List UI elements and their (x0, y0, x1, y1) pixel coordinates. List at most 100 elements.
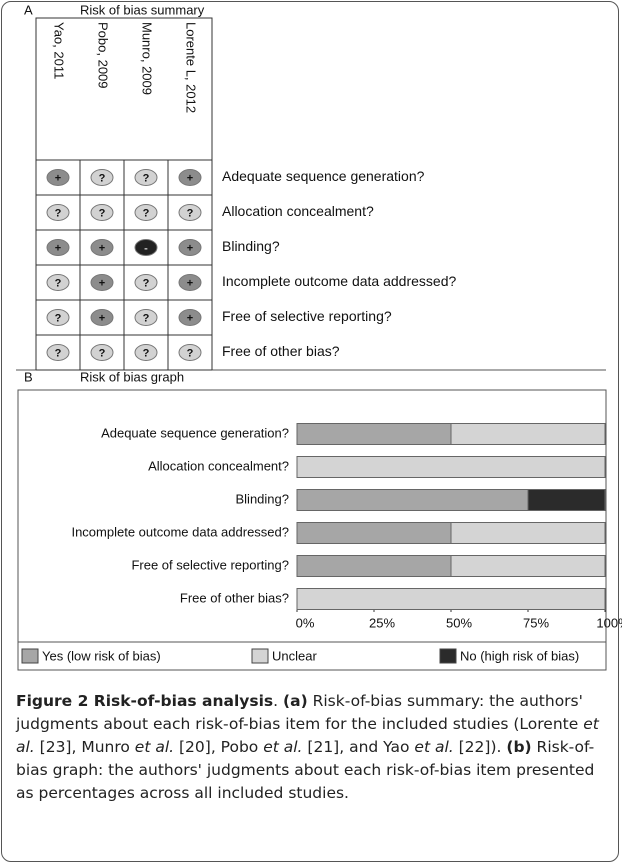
judgment-label: + (99, 242, 105, 254)
x-tick-label: 50% (446, 615, 472, 630)
item-label: Incomplete outcome data addressed? (222, 273, 456, 289)
caption-run: Risk-of-bias summary: the authors' judgm… (16, 692, 584, 733)
y-tick-label: Allocation concealment? (148, 458, 289, 473)
study-label: Lorente L, 2012 (184, 22, 199, 113)
caption-run: Figure 2 Risk-of-bias analysis (16, 692, 274, 710)
judgment-label: + (187, 312, 193, 324)
judgment-symbol (46, 239, 70, 256)
judgment-label: ? (143, 312, 150, 324)
y-tick-label: Free of other bias? (180, 590, 289, 605)
x-tick-label: 100% (596, 615, 622, 630)
caption-run: Risk-of-bias graph: the authors' judgmen… (16, 738, 595, 802)
judgment-label: ? (143, 347, 150, 359)
judgment-symbol (134, 169, 158, 186)
judgment-label: ? (99, 207, 106, 219)
bar-segment (296, 456, 606, 478)
bar-segment (527, 489, 606, 511)
chart-box (17, 389, 607, 671)
judgment-label: ? (187, 347, 194, 359)
judgment-symbol (90, 309, 114, 326)
item-label: Free of selective reporting? (222, 308, 392, 324)
judgment-label: + (187, 277, 193, 289)
y-tick-label: Blinding? (236, 491, 290, 506)
item-label: Free of other bias? (222, 343, 340, 359)
bar-segment (450, 555, 606, 577)
study-label: Munro, 2009 (140, 22, 155, 95)
judgment-symbol (178, 204, 202, 221)
item-label: Adequate sequence generation? (222, 168, 425, 184)
legend-label: No (high risk of bias) (460, 648, 579, 663)
y-tick-label: Free of selective reporting? (131, 557, 289, 572)
judgment-symbol (134, 204, 158, 221)
judgment-symbol (46, 344, 70, 361)
figure: A Risk of bias summary B Risk of bias gr… (16, 2, 622, 671)
judgment-label: ? (143, 207, 150, 219)
judgment-symbol (178, 309, 202, 326)
caption-run: (a) (283, 692, 308, 710)
x-tick-label: 0% (296, 615, 315, 630)
caption-run: et al. (414, 738, 454, 756)
study-label: Yao, 2011 (52, 22, 67, 79)
panel-title: Risk of bias graph (80, 369, 184, 384)
caption-run: . (273, 692, 284, 710)
item-label: Allocation concealment? (222, 203, 374, 219)
judgment-symbol (134, 274, 158, 291)
bar-segment (296, 588, 606, 610)
judgment-symbol (178, 344, 202, 361)
caption-run: [22]). (453, 738, 507, 756)
caption-run: et al. (16, 715, 599, 756)
judgment-symbol (46, 204, 70, 221)
bar-segment (296, 522, 452, 544)
judgment-label: ? (187, 207, 194, 219)
y-tick-label: Incomplete outcome data addressed? (71, 524, 289, 539)
caption-run: et al. (263, 738, 303, 756)
judgment-label: + (187, 242, 193, 254)
judgment-label: ? (55, 312, 62, 324)
judgment-symbol (90, 169, 114, 186)
panel-letter: A (24, 2, 33, 17)
judgment-label: ? (55, 207, 62, 219)
judgment-symbol (90, 204, 114, 221)
caption-run: et al. (134, 738, 175, 756)
legend-swatch (251, 648, 269, 664)
figure-caption: Figure 2 Risk-of-bias analysis. (a) Risk… (16, 690, 612, 805)
y-tick-label: Adequate sequence generation? (101, 425, 289, 440)
caption-run: (b) (506, 738, 532, 756)
judgment-label: + (187, 172, 193, 184)
judgment-symbol (178, 169, 202, 186)
judgment-label: + (55, 242, 61, 254)
judgment-symbol (90, 344, 114, 361)
caption-run: [20], Pobo (174, 738, 264, 756)
bar-segment (450, 423, 606, 445)
legend-swatch (439, 648, 457, 664)
judgment-label: + (99, 277, 105, 289)
judgment-symbol (178, 239, 202, 256)
judgment-label: ? (143, 277, 150, 289)
judgment-symbol (134, 344, 158, 361)
judgment-label: + (99, 312, 105, 324)
judgment-label: - (144, 242, 148, 254)
caption-run: [23], Munro (34, 738, 135, 756)
judgment-symbol (134, 309, 158, 326)
bar-segment (450, 522, 606, 544)
x-tick-label: 75% (523, 615, 549, 630)
judgment-symbol (134, 239, 158, 256)
judgment-symbol (178, 274, 202, 291)
judgment-symbol (90, 239, 114, 256)
judgment-symbol (90, 274, 114, 291)
judgment-symbol (46, 309, 70, 326)
bar-segment (296, 423, 452, 445)
judgment-label: ? (99, 172, 106, 184)
caption-run: [21], and Yao (302, 738, 415, 756)
legend-label: Unclear (272, 648, 317, 663)
judgment-symbol (46, 169, 70, 186)
judgment-label: ? (55, 277, 62, 289)
judgment-symbol (46, 274, 70, 291)
judgment-label: ? (143, 172, 150, 184)
panel-title: Risk of bias summary (80, 2, 205, 17)
judgment-label: ? (99, 347, 106, 359)
judgment-label: + (55, 172, 61, 184)
legend-swatch (21, 648, 39, 664)
x-tick-label: 25% (369, 615, 395, 630)
